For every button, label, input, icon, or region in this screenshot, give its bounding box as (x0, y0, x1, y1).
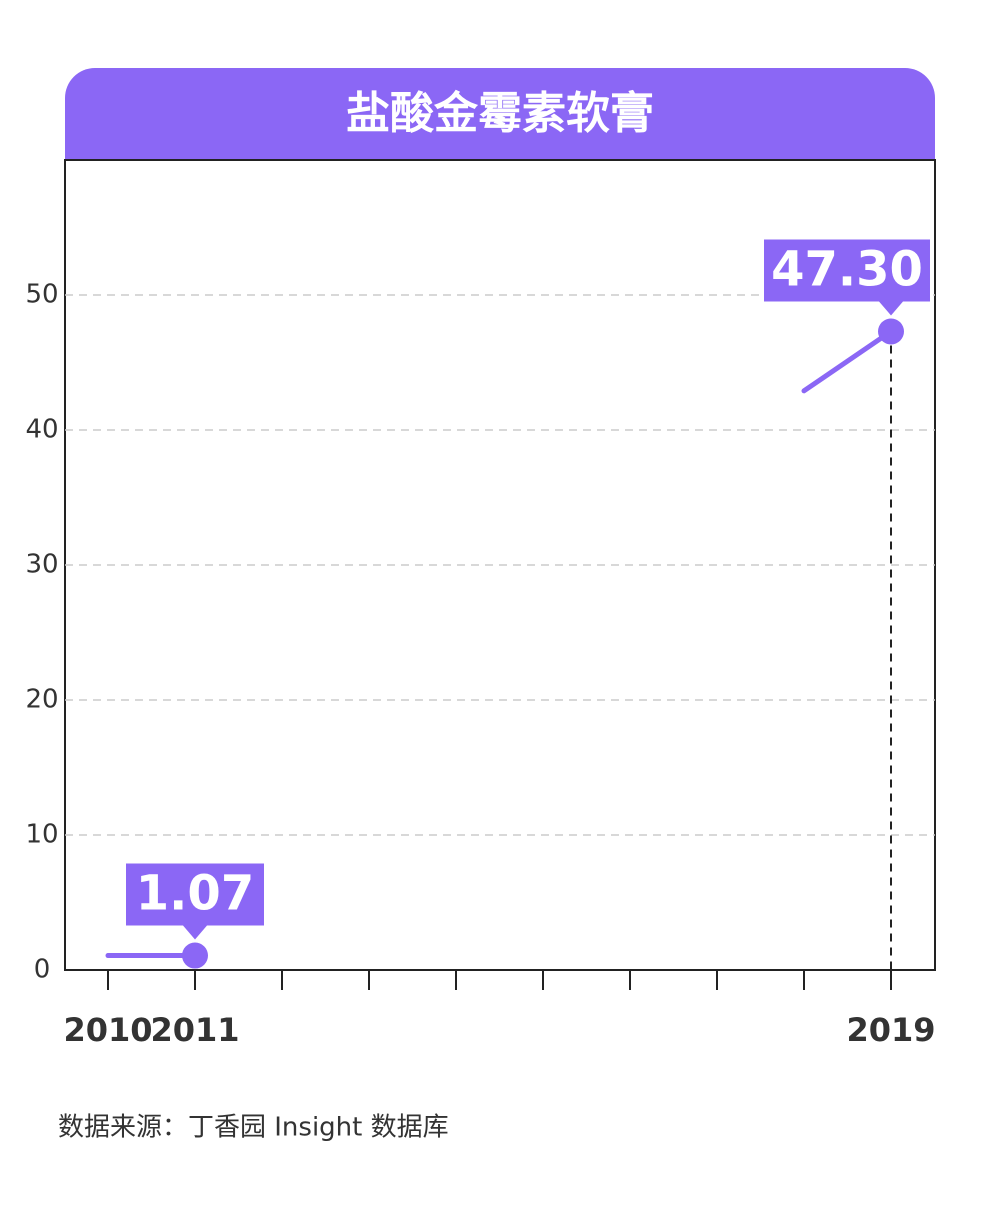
y-tick-label: 10 (25, 820, 58, 850)
y-tick-label: 40 (25, 415, 58, 445)
y-tick-label: 30 (25, 550, 58, 580)
x-tick-label: 2010 (63, 1011, 152, 1049)
y-tick-label: 0 (34, 955, 51, 985)
x-tick-label: 2011 (150, 1011, 239, 1049)
line (801, 328, 894, 394)
value-label: 47.30 (771, 241, 923, 297)
title-banner (65, 68, 935, 160)
y-tick-label: 20 (25, 685, 58, 715)
point (878, 318, 904, 345)
point (182, 942, 208, 969)
y-tick-label: 50 (25, 280, 58, 310)
source-note: 数据来源：丁香园 Insight 数据库 (58, 1113, 449, 1143)
x-tick-label: 2019 (846, 1011, 935, 1049)
label-box (764, 239, 930, 316)
label-box (126, 863, 264, 940)
chart-title: 盐酸金霉素软膏 (346, 88, 654, 139)
value-label: 1.07 (136, 866, 254, 922)
